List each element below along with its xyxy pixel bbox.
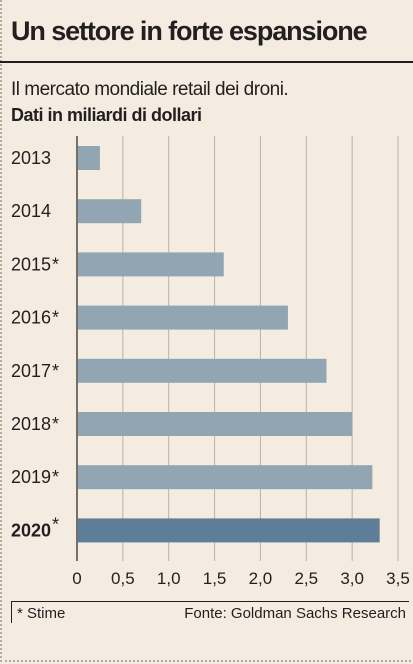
x-tick-label: 1,0 (157, 569, 181, 588)
bars (78, 146, 380, 543)
estimate-asterisk: * (52, 467, 59, 487)
x-tick-label: 3,0 (340, 569, 364, 588)
estimate-asterisk: * (52, 414, 59, 434)
bar (78, 305, 288, 330)
category-label: 2017* (11, 361, 59, 381)
category-label: 2018* (11, 414, 59, 434)
x-tick-label: 1,5 (203, 569, 227, 588)
unit-label: Dati in miliardi di dollari (11, 105, 202, 125)
bar (78, 465, 373, 490)
footer-divider (11, 601, 409, 602)
estimate-asterisk: * (52, 254, 59, 274)
x-tick-label: 2,0 (249, 569, 273, 588)
footer-bracket (11, 601, 12, 623)
bar (78, 412, 353, 436)
x-tick-label: 0 (72, 569, 81, 588)
footnote: * Stime (17, 605, 66, 622)
category-label: 2015* (11, 254, 59, 274)
x-tick-label: 3,5 (386, 569, 410, 588)
x-tick-label: 2,5 (294, 569, 318, 588)
category-label: 2020* (11, 514, 59, 540)
estimate-asterisk: * (52, 361, 59, 381)
chart-title: Un settore in forte espansione (11, 16, 368, 46)
category-labels: 2013 2014 2015* 2016* 2017* 2018* 2019* 2020* (11, 148, 59, 540)
category-label: 2014 (11, 201, 51, 221)
source-note: Fonte: Goldman Sachs Research (184, 605, 406, 622)
bar-highlight (78, 518, 380, 543)
bar (78, 252, 224, 277)
category-label: 2013 (11, 148, 51, 168)
bar (78, 358, 327, 383)
x-tick-label: 0,5 (111, 569, 135, 588)
estimate-asterisk: * (52, 514, 59, 534)
x-axis-ticks: 0 0,5 1,0 1,5 2,0 2,5 3,0 3,5 (72, 569, 410, 588)
chart-subtitle: Il mercato mondiale retail dei droni. (11, 79, 289, 100)
bar (78, 146, 100, 170)
estimate-asterisk: * (52, 308, 59, 328)
category-label: 2019* (11, 467, 59, 487)
bar-chart: 2013 2014 2015* 2016* 2017* 2018* 2019* 2020* 0… (11, 136, 410, 588)
title-divider (0, 61, 413, 63)
category-label: 2016* (11, 308, 59, 328)
bar (78, 199, 142, 224)
